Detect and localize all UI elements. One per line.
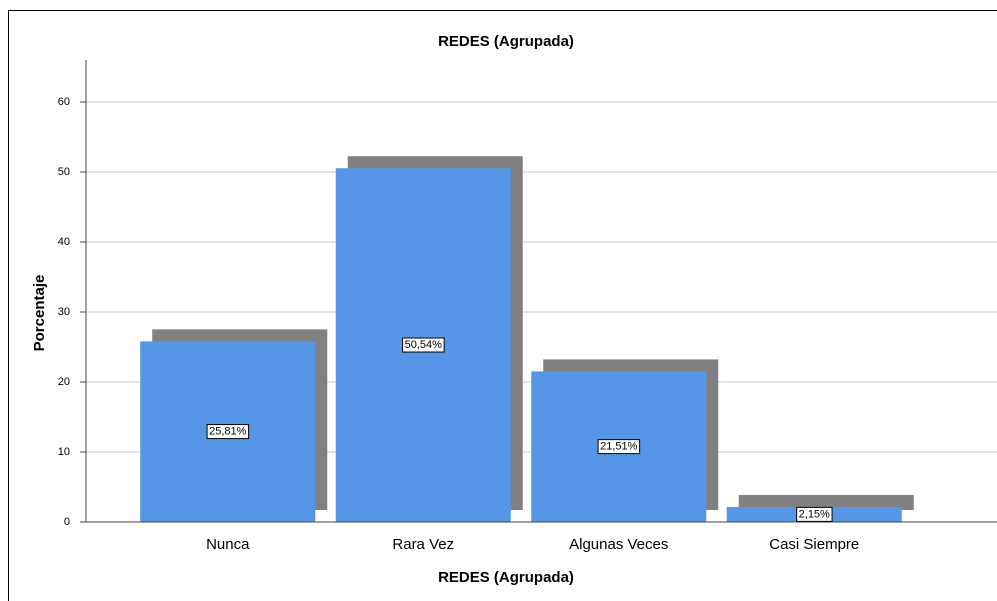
y-tick-label: 20 — [58, 376, 70, 388]
y-tick-label: 0 — [64, 516, 70, 528]
value-label-box — [402, 337, 445, 353]
value-label: 25,81% — [209, 426, 247, 438]
x-tick-label: Casi Siempre — [769, 536, 859, 553]
y-tick-label: 50 — [58, 166, 70, 178]
value-label: 2,15% — [799, 508, 830, 520]
y-tick-label: 30 — [58, 306, 70, 318]
bars — [140, 156, 914, 522]
y-tick-label: 10 — [58, 446, 70, 458]
bar-shadow — [738, 494, 914, 510]
value-label-box — [597, 439, 641, 455]
x-axis-title: REDES (Agrupada) — [438, 569, 574, 586]
value-label: 21,51% — [600, 441, 638, 453]
value-label-box — [796, 506, 833, 522]
value-label-box — [206, 424, 250, 440]
y-tick-label: 40 — [58, 236, 70, 248]
chart-title: REDES (Agrupada) — [438, 33, 574, 50]
value-label: 50,54% — [405, 339, 443, 351]
y-axis-title: Porcentaje — [31, 275, 48, 352]
x-tick-label: Nunca — [206, 536, 250, 553]
x-tick-label: Rara Vez — [392, 536, 454, 553]
x-tick-label: Algunas Veces — [569, 536, 668, 553]
y-tick-label: 60 — [58, 96, 70, 108]
